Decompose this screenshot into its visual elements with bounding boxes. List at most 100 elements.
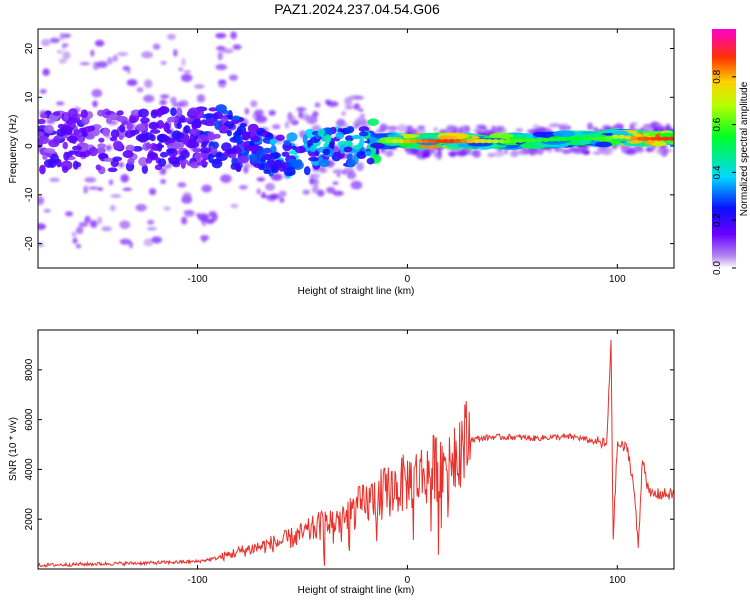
noise-blob	[49, 37, 60, 44]
noise-blob	[561, 148, 571, 155]
ridge-blob	[211, 158, 223, 169]
ridge-blob	[180, 149, 190, 159]
ridge-blob	[81, 115, 90, 126]
ridge-blob	[48, 139, 60, 148]
noise-blob	[313, 178, 319, 187]
ridge-blob	[304, 128, 316, 139]
ridge-blob	[61, 165, 69, 173]
ridge-core	[460, 139, 469, 144]
noise-blob	[279, 197, 285, 203]
ridge-blob	[245, 145, 253, 150]
noise-blob	[147, 219, 155, 225]
y-tick-label: 10	[24, 91, 35, 103]
ridge-blob	[346, 125, 355, 133]
ridge-blob	[116, 110, 124, 116]
noise-blob	[119, 220, 131, 229]
ridge-blob	[302, 134, 308, 144]
ridge-blob	[250, 135, 261, 143]
noise-blob	[110, 194, 122, 198]
ridge-core	[592, 136, 601, 141]
ridge-blob	[181, 136, 189, 145]
noise-blob	[152, 43, 161, 50]
noise-blob	[296, 106, 307, 112]
noise-blob	[56, 50, 63, 54]
ridge-blob	[72, 145, 83, 151]
noise-blob	[200, 234, 210, 241]
ridge-blob	[105, 117, 112, 124]
noise-blob	[171, 102, 184, 108]
ridge-blob	[138, 108, 149, 118]
noise-blob	[118, 162, 125, 168]
ridge-blob	[43, 125, 55, 134]
noise-blob	[119, 238, 132, 245]
y-tick-label: 0	[24, 143, 35, 149]
noise-blob	[350, 180, 363, 190]
noise-blob	[548, 123, 561, 128]
ridge-blob	[66, 135, 78, 143]
ridge-blob	[241, 131, 249, 141]
noise-blob	[177, 182, 187, 188]
ridge-blob	[467, 141, 493, 147]
ridge-blob	[222, 152, 229, 157]
noise-blob	[256, 177, 266, 182]
ridge-blob	[269, 138, 278, 145]
noise-blob	[341, 111, 346, 116]
ridge-core	[384, 139, 393, 144]
ridge-blob	[263, 169, 271, 175]
ridge-blob	[150, 109, 158, 119]
noise-blob	[112, 54, 118, 62]
ridge-blob	[73, 128, 80, 136]
ridge-blob	[63, 111, 69, 122]
colorbar: 0.0 0.2 0.4 0.6 0.8 Normalized spectral ampl…	[712, 29, 750, 275]
noise-blob	[344, 96, 353, 106]
noise-blob	[228, 74, 238, 81]
noise-blob	[49, 177, 60, 182]
ridge-blob	[356, 151, 367, 160]
ridge-blob	[145, 142, 151, 150]
ridge-blob	[135, 123, 146, 132]
ridge-blob	[97, 153, 109, 160]
y-tick-label: 8000	[24, 358, 35, 381]
noise-blob	[493, 151, 505, 157]
ridge-blob	[294, 146, 306, 154]
ridge-blob	[358, 131, 369, 137]
ridge-blob	[303, 166, 311, 176]
noise-blob	[160, 60, 167, 65]
noise-blob	[38, 196, 45, 206]
ridge-core	[667, 136, 674, 141]
noise-blob	[217, 80, 227, 84]
ridge-blob	[191, 122, 198, 130]
ridge-blob	[489, 132, 514, 140]
ridge-blob	[366, 157, 375, 165]
ridge-core	[453, 139, 462, 144]
noise-blob	[43, 208, 51, 213]
noise-blob	[62, 51, 71, 60]
noise-blob	[255, 115, 268, 124]
ridge-blob	[102, 127, 110, 137]
ridge-core	[422, 139, 431, 144]
ridge-blob	[196, 161, 209, 166]
colorbar-gradient	[712, 29, 736, 268]
ridge-blob	[47, 158, 57, 169]
spectrogram-ylabel: Frequency (Hz)	[8, 115, 19, 184]
snr-ylabel: SNR (10 * v/v)	[8, 417, 19, 481]
ridge-blob	[273, 159, 282, 166]
noise-blob	[302, 189, 310, 195]
ridge-core	[491, 139, 500, 144]
ridge-blob	[182, 159, 189, 164]
noise-blob	[101, 226, 113, 232]
x-tick-label: 100	[609, 575, 626, 586]
noise-blob	[244, 107, 250, 115]
ridge-blob	[308, 156, 320, 162]
ridge-blob	[285, 166, 296, 177]
ridge-blob	[149, 134, 156, 142]
noise-blob	[58, 58, 67, 64]
noise-blob	[149, 188, 157, 196]
noise-blob	[181, 216, 188, 225]
noise-blob	[336, 118, 346, 128]
ridge-blob	[278, 162, 286, 172]
noise-blob	[433, 151, 438, 158]
ridge-blob	[112, 140, 123, 150]
